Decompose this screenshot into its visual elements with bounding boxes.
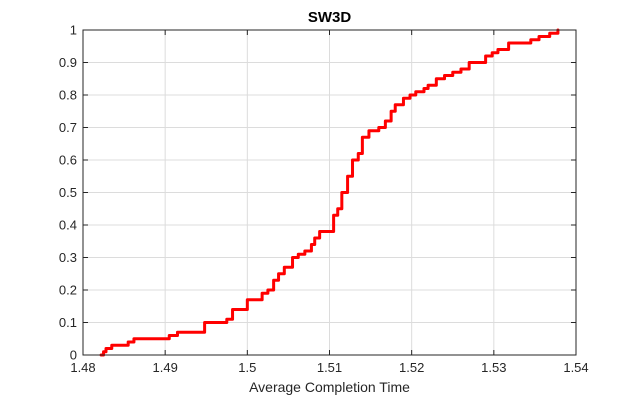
x-tick-label: 1.48 <box>70 360 95 375</box>
y-tick-label: 0.5 <box>59 185 77 200</box>
x-tick-label: 1.54 <box>563 360 588 375</box>
x-tick-label: 1.53 <box>481 360 506 375</box>
x-tick-labels: 1.48 1.49 1.5 1.51 1.52 1.53 1.54 <box>70 360 588 375</box>
cdf-line <box>99 28 560 357</box>
y-tick-label: 0.6 <box>59 153 77 168</box>
chart-title: SW3D <box>308 9 352 26</box>
series-layer <box>99 28 560 357</box>
x-tick-label: 1.49 <box>153 360 178 375</box>
y-tick-label: 0 <box>70 348 77 363</box>
y-tick-label: 0.9 <box>59 55 77 70</box>
y-tick-labels: 0 0.1 0.2 0.3 0.4 0.5 0.6 0.7 0.8 0.9 1 <box>59 23 77 363</box>
y-tick-label: 1 <box>70 23 77 38</box>
y-tick-label: 0.8 <box>59 88 77 103</box>
y-tick-label: 0.1 <box>59 315 77 330</box>
y-tick-label: 0.7 <box>59 120 77 135</box>
x-tick-label: 1.52 <box>399 360 424 375</box>
x-axis-label: Average Completion Time <box>249 379 410 395</box>
y-tick-label: 0.4 <box>59 218 77 233</box>
tick-marks <box>82 29 577 356</box>
x-tick-label: 1.51 <box>317 360 342 375</box>
x-tick-label: 1.5 <box>238 360 256 375</box>
y-tick-label: 0.2 <box>59 283 77 298</box>
y-tick-label: 0.3 <box>59 250 77 265</box>
